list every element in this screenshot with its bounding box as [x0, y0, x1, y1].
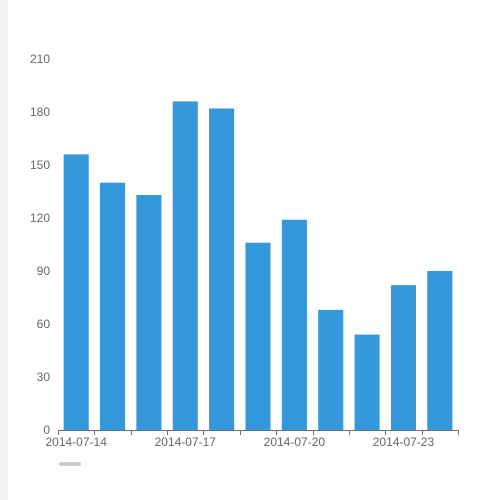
y-axis-labels: 0 30 60 90 120 150 180 210	[30, 52, 50, 437]
bar-2014-07-17[interactable]	[172, 101, 198, 431]
x-tick-label: 2014-07-17	[155, 435, 217, 449]
bar-2014-07-24[interactable]	[427, 271, 453, 430]
bar-2014-07-23[interactable]	[390, 285, 416, 430]
bar-2014-07-21[interactable]	[318, 309, 344, 430]
bar-2014-07-16[interactable]	[136, 195, 162, 430]
bar-2014-07-19[interactable]	[245, 242, 271, 430]
y-tick-label: 120	[30, 211, 50, 225]
y-tick-label: 30	[37, 370, 51, 384]
x-axis-ticks	[58, 430, 459, 435]
y-tick-label: 90	[37, 264, 51, 278]
y-tick-label: 60	[37, 317, 51, 331]
x-axis-labels: 2014-07-14 2014-07-17 2014-07-20 2014-07-23	[45, 435, 434, 449]
bar-2014-07-14[interactable]	[63, 154, 89, 430]
y-tick-label: 180	[30, 105, 50, 119]
bar-2014-07-22[interactable]	[354, 334, 380, 430]
x-tick-label: 2014-07-23	[373, 435, 435, 449]
bar-2014-07-15[interactable]	[100, 182, 126, 430]
y-tick-label: 210	[30, 52, 50, 66]
legend-swatch[interactable]	[59, 462, 81, 466]
bar-2014-07-18[interactable]	[209, 108, 235, 430]
y-tick-label: 150	[30, 158, 50, 172]
bar-2014-07-20[interactable]	[281, 219, 307, 430]
x-tick-label: 2014-07-14	[45, 435, 107, 449]
x-tick-label: 2014-07-20	[264, 435, 326, 449]
bars-group	[63, 101, 453, 431]
y-tick-label: 0	[43, 423, 50, 437]
